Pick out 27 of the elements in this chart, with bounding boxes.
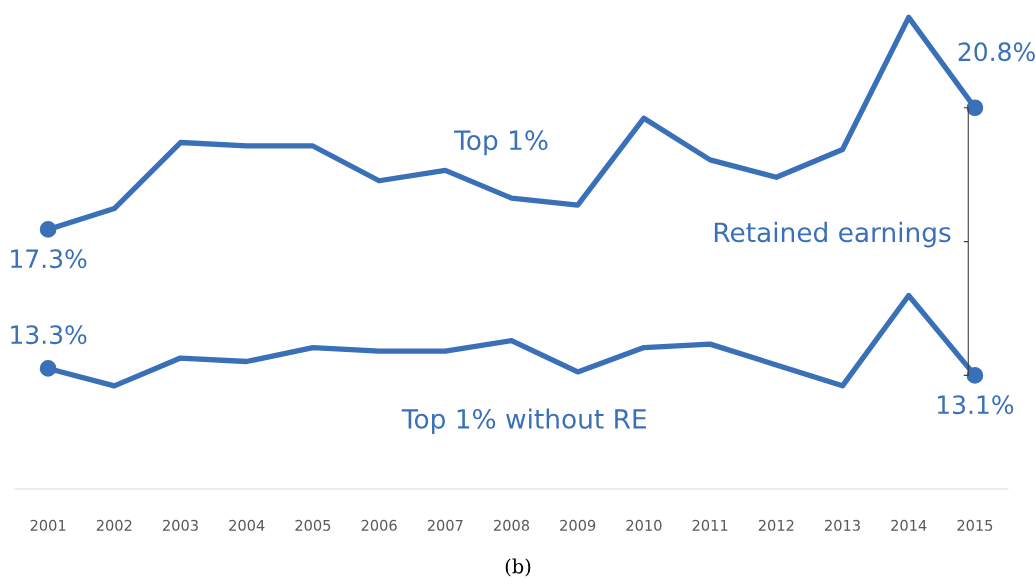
- annotation: Retained earnings: [714, 221, 951, 248]
- x-tick-label: 2008: [494, 519, 530, 531]
- x-tick-label: 2006: [361, 519, 397, 531]
- data-label: 17.3%: [11, 249, 87, 269]
- x-tick-label: 2001: [30, 519, 66, 531]
- x-tick-label: 2005: [295, 519, 331, 531]
- x-tick-label: 2002: [96, 519, 132, 531]
- data-label: 13.1%: [937, 395, 1014, 415]
- text: (b): [505, 558, 531, 577]
- data-label: 20.8%: [958, 42, 1035, 62]
- text: Top 1% without RE: [401, 408, 646, 434]
- point: [966, 99, 984, 117]
- x-tick-label: 2003: [163, 519, 198, 531]
- x-tick-label: 2015: [957, 519, 993, 531]
- x-tick-label: 2013: [825, 519, 860, 531]
- x-tick-label: 2014: [891, 519, 927, 531]
- x-tick-label: 2009: [560, 519, 596, 531]
- data-label: 13.3%: [11, 325, 87, 345]
- point: [39, 360, 57, 377]
- x-tick-label: 2012: [758, 519, 794, 531]
- x-tick-label: 2004: [229, 519, 265, 531]
- x-tick-label: 2007: [427, 519, 463, 531]
- x-tick-label: 2010: [626, 519, 662, 531]
- series-label: Top 1%: [454, 130, 548, 156]
- x-tick-label: 2011: [692, 519, 728, 531]
- point: [39, 221, 57, 238]
- point: [966, 367, 984, 384]
